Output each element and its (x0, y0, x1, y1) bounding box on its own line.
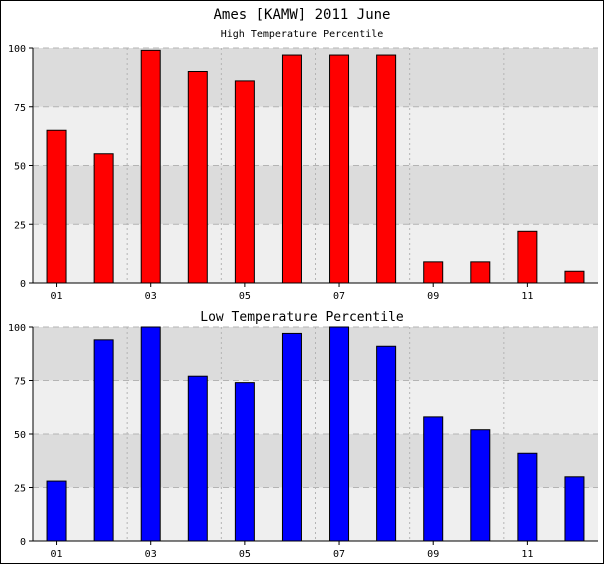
high-bar-11 (517, 230, 538, 284)
high-y-tick-label: 50 (14, 162, 26, 173)
low-x-tick-label: 11 (521, 549, 533, 560)
high-bar-01 (46, 129, 67, 284)
high-bar-12 (564, 270, 585, 284)
high-background-band (33, 106, 598, 166)
high-bar-05 (234, 80, 255, 284)
low-bar-02 (93, 339, 114, 542)
high-bar-10 (470, 261, 491, 284)
low-bar-06 (281, 332, 302, 542)
high-bar-08 (376, 54, 397, 284)
low-temperature-panel-title: Low Temperature Percentile (200, 310, 404, 325)
low-bar-03 (140, 326, 161, 542)
low-y-tick-label: 25 (14, 484, 26, 495)
high-x-tick-label: 11 (521, 291, 533, 302)
low-x-tick-label: 07 (333, 549, 345, 560)
low-x-tick-label: 09 (427, 549, 439, 560)
low-x-tick-label: 05 (239, 549, 251, 560)
low-temperature-panel: 0 25 50 75 100 01 03 05 07 09 11 Low Temperature Pe… (8, 310, 598, 560)
low-y-tick-label: 100 (8, 323, 26, 334)
high-bar-03 (140, 49, 161, 284)
high-x-tick-label: 05 (239, 291, 251, 302)
low-bar-05 (234, 382, 255, 542)
low-y-tick-label: 75 (14, 377, 26, 388)
low-bar-11 (517, 452, 538, 542)
high-x-tick-label: 01 (51, 291, 63, 302)
chart-subtitle: High Temperature Percentile (220, 29, 384, 40)
chart-title: Ames [KAMW] 2011 June (213, 7, 391, 23)
high-bar-06 (281, 54, 302, 284)
high-x-tick-label: 09 (427, 291, 439, 302)
high-x-tick-label: 07 (333, 291, 345, 302)
low-x-tick-label: 01 (51, 549, 63, 560)
high-temperature-panel: 0 25 50 75 100 01 03 05 07 09 11 (8, 44, 598, 302)
high-y-tick-label: 0 (20, 279, 26, 290)
high-bar-02 (93, 153, 114, 284)
high-background-band (33, 48, 598, 107)
low-bar-09 (423, 416, 444, 542)
low-bar-12 (564, 476, 585, 542)
low-bar-10 (470, 429, 491, 542)
low-y-tick-label: 0 (20, 537, 26, 548)
high-y-tick-label: 25 (14, 220, 26, 231)
low-bar-08 (376, 345, 397, 542)
high-bar-09 (423, 261, 444, 284)
high-bar-04 (187, 71, 208, 284)
low-bar-01 (46, 480, 67, 542)
low-bar-04 (187, 375, 208, 542)
high-y-tick-label: 75 (14, 103, 26, 114)
low-bar-07 (329, 326, 350, 542)
low-x-tick-label: 03 (145, 549, 157, 560)
high-y-tick-label: 100 (8, 44, 26, 55)
high-x-tick-label: 03 (145, 291, 157, 302)
high-bar-07 (329, 54, 350, 284)
low-y-tick-label: 50 (14, 430, 26, 441)
